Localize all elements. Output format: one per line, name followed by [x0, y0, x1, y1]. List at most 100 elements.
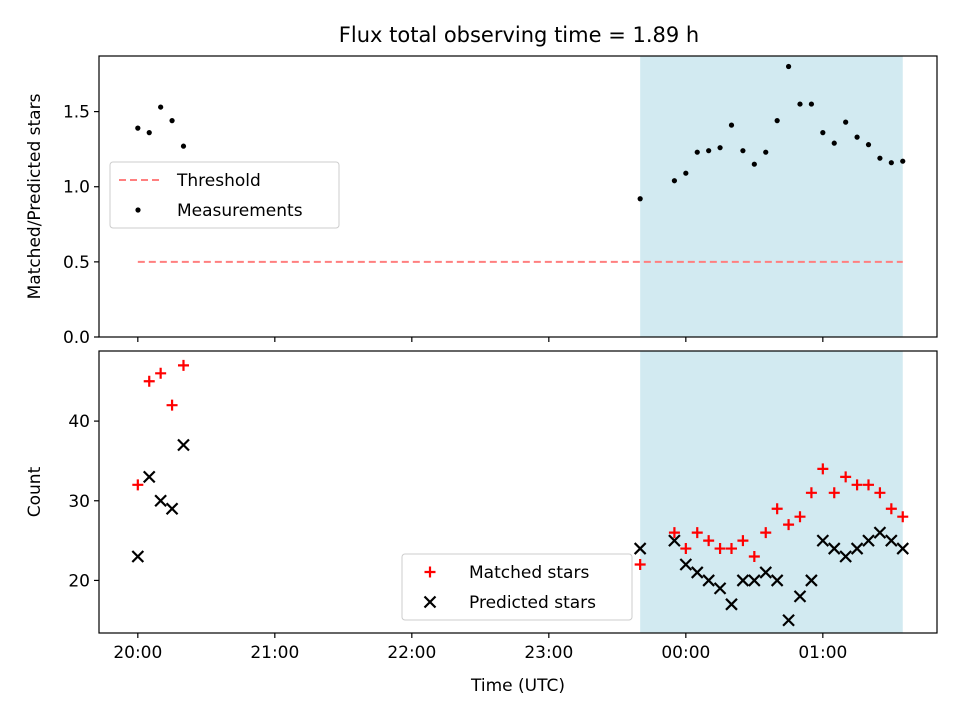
count-series-0-point: [166, 399, 178, 411]
x-tick-label: 00:00: [661, 643, 710, 663]
ratio-series-0-point: [683, 170, 689, 176]
y-tick-label: 20: [68, 571, 90, 591]
count-series-1-point: [850, 542, 864, 555]
matched-predicted-ratio-panel: 0.0 0.5 1.0 1.5 Matched/Predicted stars Thres…: [25, 55, 938, 348]
count-series-1-point: [725, 598, 738, 611]
count-series-0-point: [714, 543, 726, 555]
count-series-1-point: [679, 558, 693, 571]
count-series-0-point: [874, 487, 886, 499]
count-series-1-point: [839, 550, 852, 563]
ratio-series-0-point: [158, 104, 164, 110]
count-series-1-point: [782, 613, 795, 627]
count-series-1-point: [885, 534, 898, 547]
y-axis-label: Count: [25, 466, 45, 517]
x-tick-label: 20:00: [113, 643, 162, 663]
ratio-series-0-point: [180, 143, 187, 149]
count-series-0-point: [132, 479, 144, 491]
ratio-series-0-point: [146, 130, 152, 136]
count-series-1-point: [154, 494, 167, 508]
ratio-series-0-point: [717, 145, 723, 151]
ratio-series-0-point: [728, 122, 735, 128]
count-series-1-point: [633, 542, 647, 555]
ratio-series-0-point: [169, 118, 175, 124]
x-tick-label: 23:00: [524, 643, 573, 663]
count-series-1-point: [793, 590, 807, 603]
count-series-0-point: [760, 527, 772, 539]
count-series-0-point: [840, 471, 852, 483]
ratio-series-0-point: [774, 118, 780, 124]
count-series-1-point: [816, 534, 830, 547]
count-legend: Matched stars Predicted stars: [401, 553, 633, 621]
ratio-series-0-point: [135, 125, 141, 131]
observing-window-shade: [640, 351, 903, 633]
ratio-series-0-point: [843, 119, 849, 125]
y-tick-label: 1.5: [63, 103, 90, 123]
x-tick-label: 01:00: [798, 643, 847, 663]
count-series-1-point: [690, 566, 704, 579]
y-axis-label: Matched/Predicted stars: [25, 93, 45, 299]
y-tick-label: 1.0: [63, 178, 90, 198]
legend-marker-swatch: [135, 207, 141, 213]
count-series-1-point: [142, 470, 156, 484]
count-series-1-point: [827, 542, 841, 555]
y-tick-label: 0.0: [63, 328, 90, 348]
count-series-0-point: [862, 479, 874, 491]
legend-frame: [401, 553, 633, 621]
count-series-0-point: [817, 463, 829, 475]
x-tick-label: 21:00: [250, 643, 299, 663]
ratio-series-0-point: [785, 63, 792, 70]
count-series-0-point: [177, 359, 189, 371]
count-series-0-point: [703, 535, 715, 547]
count-series-0-point: [748, 551, 760, 563]
ratio-series-0-point: [865, 142, 872, 148]
observing-window-shade: [640, 56, 903, 337]
ratio-series-0-point: [888, 160, 894, 166]
legend-frame: [109, 161, 340, 229]
count-series-0-point: [794, 511, 806, 523]
count-series-1-point: [873, 526, 887, 539]
ratio-series-0-point: [751, 161, 757, 167]
legend-label: Threshold: [176, 171, 261, 191]
ratio-series-0-point: [671, 178, 678, 184]
legend-label: Matched stars: [469, 563, 589, 583]
ratio-series-0-point: [706, 148, 712, 154]
count-series-0-point: [737, 535, 749, 547]
y-tick-label: 30: [68, 492, 90, 512]
count-series-0-point: [634, 558, 646, 570]
ratio-series-0-point: [831, 140, 837, 146]
ratio-series-0-point: [854, 134, 860, 140]
count-series-1-point: [862, 534, 875, 547]
ratio-series-0-point: [820, 130, 826, 136]
count-series-1-point: [668, 534, 681, 547]
ratio-series-0-point: [797, 101, 803, 107]
x-tick-label: 22:00: [387, 643, 436, 663]
ratio-series-0-point: [877, 155, 883, 161]
count-series-0-point: [897, 511, 909, 523]
count-series-0-point: [805, 487, 817, 499]
count-series-0-point: [771, 503, 783, 515]
legend-label: Measurements: [177, 201, 303, 221]
count-series-1-point: [770, 574, 784, 587]
star-count-panel: 20 30 40 Count 20:00 21:00 22:00 23:00 00:00 01:0…: [25, 350, 938, 696]
axes-frame: [98, 350, 938, 634]
axes-frame: [98, 55, 938, 338]
legend-marker-swatch: [424, 566, 436, 578]
count-series-0-point: [725, 543, 737, 555]
chart-title: Flux total observing time = 1.89 h: [339, 23, 699, 47]
legend-marker-swatch: [423, 595, 437, 609]
count-series-1-point: [713, 582, 727, 595]
count-series-1-point: [177, 438, 190, 452]
ratio-series-0-point: [763, 149, 769, 155]
x-axis-label: Time (UTC): [470, 676, 565, 696]
count-series-1-point: [748, 574, 761, 587]
ratio-series-0-point: [808, 101, 815, 107]
count-series-1-point: [131, 550, 145, 563]
count-series-1-point: [759, 566, 773, 579]
count-series-0-point: [783, 519, 795, 531]
count-series-0-point: [155, 367, 167, 379]
ratio-series-0-point: [694, 149, 700, 155]
y-tick-label: 40: [68, 412, 90, 432]
count-series-0-point: [851, 479, 863, 491]
ratio-series-0-point: [900, 158, 906, 164]
